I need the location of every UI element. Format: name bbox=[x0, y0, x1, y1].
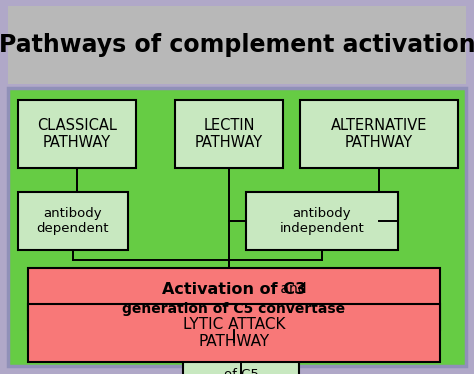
Text: and: and bbox=[276, 282, 307, 296]
Bar bbox=[28, 304, 440, 362]
Text: LECTIN
PATHWAY: LECTIN PATHWAY bbox=[195, 118, 263, 150]
Text: LYTIC ATTACK
PATHWAY: LYTIC ATTACK PATHWAY bbox=[183, 317, 285, 349]
Bar bbox=[175, 100, 283, 168]
Bar bbox=[300, 100, 458, 168]
Text: Pathways of complement activation: Pathways of complement activation bbox=[0, 33, 474, 57]
Text: CLASSICAL
PATHWAY: CLASSICAL PATHWAY bbox=[37, 118, 117, 150]
Bar bbox=[18, 192, 128, 250]
Bar bbox=[18, 100, 136, 168]
Bar bbox=[8, 6, 466, 84]
Text: ALTERNATIVE
PATHWAY: ALTERNATIVE PATHWAY bbox=[331, 118, 427, 150]
Text: Activation of C3: Activation of C3 bbox=[162, 282, 306, 297]
Bar bbox=[183, 342, 299, 374]
Bar bbox=[8, 88, 466, 366]
Bar bbox=[246, 192, 398, 250]
Text: antibody
independent: antibody independent bbox=[280, 207, 365, 235]
Bar bbox=[28, 268, 440, 330]
Text: generation of C5 convertase: generation of C5 convertase bbox=[122, 302, 346, 316]
Text: activation
of C5: activation of C5 bbox=[208, 353, 274, 374]
Text: antibody
dependent: antibody dependent bbox=[37, 207, 109, 235]
